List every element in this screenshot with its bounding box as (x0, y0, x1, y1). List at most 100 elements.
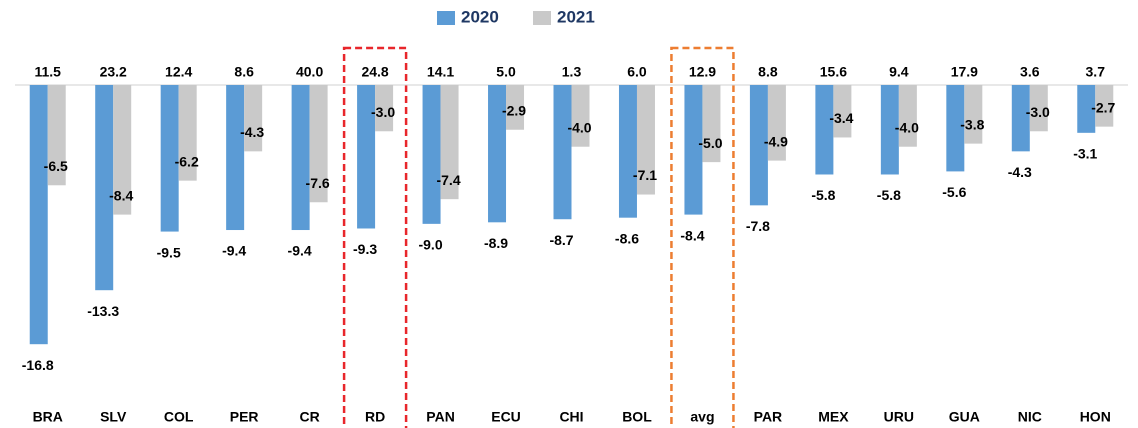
data-label: -3.4 (829, 110, 853, 126)
data-label: -2.9 (502, 102, 526, 118)
data-label: -6.5 (44, 158, 68, 174)
legend-swatch (533, 11, 551, 25)
bar (964, 85, 983, 144)
data-label: -8.6 (615, 230, 639, 246)
x-tick-label: BRA (33, 409, 63, 425)
data-label: -9.4 (288, 243, 312, 259)
data-label: -5.8 (877, 187, 901, 203)
data-label: -3.1 (1073, 146, 1097, 162)
bar (702, 85, 721, 163)
data-label: -5.0 (698, 135, 722, 151)
data-label: -9.0 (418, 237, 442, 253)
legend-swatch (437, 11, 455, 25)
bar (29, 85, 48, 345)
annotation: 11.5 (34, 64, 61, 80)
annotation: 9.4 (889, 64, 909, 80)
data-label: -8.4 (109, 187, 133, 203)
annotation: 5.0 (496, 64, 516, 80)
bar (684, 85, 703, 215)
bar (113, 85, 132, 215)
annotation: 17.9 (951, 64, 978, 80)
data-label: -3.0 (1026, 104, 1050, 120)
bar (160, 85, 179, 232)
data-label: -4.3 (1008, 164, 1032, 180)
data-label: -8.9 (484, 235, 508, 251)
data-label: -16.8 (22, 357, 54, 373)
x-tick-label: CHI (559, 409, 583, 425)
bar (880, 85, 899, 175)
annotation: 14.1 (427, 64, 454, 80)
annotation: 3.6 (1020, 64, 1040, 80)
x-tick-label: BOL (622, 409, 652, 425)
data-label: -4.0 (567, 119, 591, 135)
bar (440, 85, 459, 200)
bar (1077, 85, 1096, 133)
x-tick-label: CR (300, 409, 320, 425)
bar (618, 85, 637, 218)
data-label: -9.5 (157, 244, 181, 260)
bar (571, 85, 590, 147)
bar (422, 85, 441, 224)
x-tick-label: ECU (491, 409, 521, 425)
bar (1011, 85, 1030, 152)
bar (1095, 85, 1114, 127)
x-tick-label: PER (230, 409, 259, 425)
data-label: -4.9 (764, 133, 788, 149)
annotation: 40.0 (296, 64, 323, 80)
bar (244, 85, 263, 152)
annotation: 3.7 (1086, 64, 1106, 80)
annotation: 8.6 (234, 64, 254, 80)
x-tick-label: avg (690, 409, 714, 425)
x-tick-label: COL (164, 409, 194, 425)
data-label: -6.2 (175, 153, 199, 169)
annotation: 23.2 (100, 64, 127, 80)
x-tick-label: PAR (754, 409, 783, 425)
bar (749, 85, 768, 206)
legend-label: 2021 (557, 7, 595, 26)
bar (946, 85, 965, 172)
bar (291, 85, 310, 231)
bar (636, 85, 655, 195)
data-label: -3.0 (371, 104, 395, 120)
data-label: -4.0 (895, 119, 919, 135)
bar (815, 85, 834, 175)
data-label: -2.7 (1091, 99, 1115, 115)
data-label: -3.8 (960, 116, 984, 132)
bar (898, 85, 917, 147)
annotation: 1.3 (562, 64, 582, 80)
bar (47, 85, 66, 186)
data-label: -9.3 (353, 241, 377, 257)
bar (506, 85, 525, 130)
bar (357, 85, 376, 229)
bar (833, 85, 852, 138)
data-label: -5.6 (942, 184, 966, 200)
legend-label: 2020 (461, 7, 499, 26)
data-label: -8.7 (549, 232, 573, 248)
data-label: -8.4 (680, 227, 704, 243)
data-label: -4.3 (240, 124, 264, 140)
annotation: 6.0 (627, 64, 647, 80)
annotation: 15.6 (820, 64, 847, 80)
bar (375, 85, 394, 132)
annotation: 24.8 (361, 64, 388, 80)
bar (1029, 85, 1048, 132)
data-label: -7.6 (306, 175, 330, 191)
x-tick-label: PAN (426, 409, 455, 425)
bar (553, 85, 572, 220)
bar (488, 85, 507, 223)
data-label: -7.1 (633, 167, 657, 183)
highlight-box (342, 46, 408, 428)
data-label: -7.8 (746, 218, 770, 234)
data-label: -9.4 (222, 243, 246, 259)
bar (309, 85, 328, 203)
x-tick-label: RD (365, 409, 385, 425)
x-tick-label: GUA (949, 409, 980, 425)
bar (226, 85, 245, 231)
data-label: -7.4 (436, 172, 460, 188)
data-label: -13.3 (87, 303, 119, 319)
x-tick-label: NIC (1018, 409, 1042, 425)
x-tick-label: SLV (100, 409, 127, 425)
bar (767, 85, 786, 161)
annotation: 8.8 (758, 64, 778, 80)
